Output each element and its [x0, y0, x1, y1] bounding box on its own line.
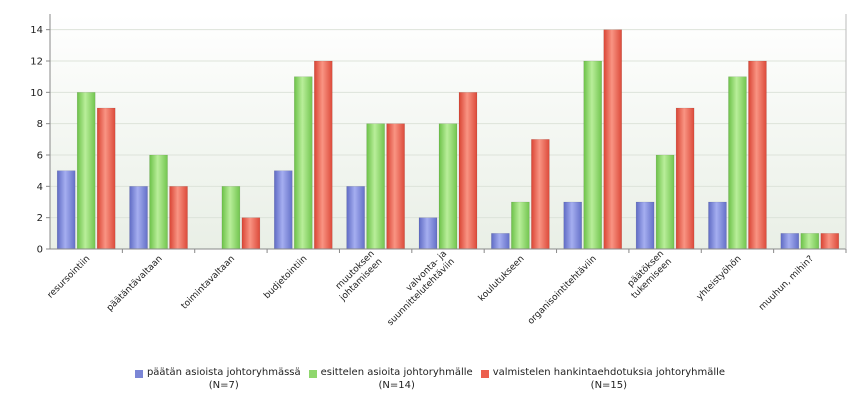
bar[interactable] — [56, 170, 76, 250]
category-label: valvonta- jasuunnittelutehtäviin — [378, 249, 457, 328]
bar[interactable] — [603, 29, 622, 250]
category-label: yhteistyöhön — [695, 254, 743, 302]
bar[interactable] — [438, 123, 458, 250]
bar[interactable] — [655, 154, 675, 250]
bar[interactable] — [491, 233, 510, 250]
category-label-line: organisointitehtäviin — [526, 254, 599, 327]
legend: päätän asioista johtoryhmässä (N=7) esit… — [0, 366, 860, 392]
legend-label-1-name: esittelen asioita johtoryhmälle — [320, 367, 473, 378]
y-tick-label: 8 — [37, 119, 43, 130]
bar[interactable] — [780, 233, 800, 250]
bar[interactable] — [96, 107, 116, 250]
category-label: budjetointiin — [262, 254, 309, 301]
y-tick-labels: 0 2 4 6 8 10 12 14 — [30, 25, 50, 256]
legend-item-2[interactable]: valmistelen hankintaehdotuksia johtoryhm… — [480, 366, 725, 392]
category-label-line: toimintavaltaan — [180, 254, 237, 311]
legend-label-0-n: (N=7) — [208, 380, 239, 391]
category-label: resursointiin — [46, 254, 93, 301]
category-label-line: muuhun, mihin? — [757, 254, 816, 313]
bar[interactable] — [221, 186, 241, 250]
category-label: päätöksentukemiseen — [622, 249, 674, 301]
bar[interactable] — [366, 123, 385, 250]
category-labels: resursointiin päätäntävaltaan toimintavalt… — [46, 249, 847, 328]
bar[interactable] — [511, 201, 530, 250]
legend-label-0-name: päätän asioista johtoryhmässä — [146, 367, 301, 378]
bar[interactable] — [149, 154, 168, 250]
category-label-line: yhteistyöhön — [695, 254, 743, 302]
category-label: organisointitehtäviin — [526, 254, 599, 327]
category-label: toimintavaltaan — [180, 254, 237, 311]
bar[interactable] — [635, 201, 655, 250]
category-label: muutoksenjohtamiseen — [330, 249, 385, 304]
bar[interactable] — [346, 186, 365, 250]
y-tick-label: 14 — [30, 25, 43, 36]
bar[interactable] — [458, 92, 478, 250]
bar[interactable] — [76, 92, 96, 250]
bar[interactable] — [728, 76, 747, 250]
y-tick-label: 0 — [37, 245, 43, 256]
category-label-line: päätäntävaltaan — [105, 254, 164, 313]
bar[interactable] — [800, 233, 820, 250]
bar[interactable] — [820, 233, 840, 250]
bar[interactable] — [386, 123, 405, 250]
legend-item-0[interactable]: päätän asioista johtoryhmässä (N=7) — [134, 366, 301, 392]
legend-label-2-name: valmistelen hankintaehdotuksia johtoryhm… — [492, 367, 726, 378]
legend-item-1[interactable]: esittelen asioita johtoryhmälle (N=14) — [308, 366, 473, 392]
category-label: koulutukseen — [477, 254, 527, 304]
legend-swatch-0 — [134, 370, 143, 378]
y-tick-label: 12 — [30, 57, 43, 68]
legend-label-1: esittelen asioita johtoryhmälle (N=14) — [321, 366, 473, 392]
category-label-line: koulutukseen — [477, 254, 527, 304]
legend-label-2-n: (N=15) — [590, 380, 628, 391]
bar[interactable] — [314, 60, 333, 250]
category-label-line: resursointiin — [46, 254, 93, 301]
category-label-line: budjetointiin — [262, 254, 309, 301]
legend-label-1-n: (N=14) — [378, 380, 415, 391]
bar[interactable] — [294, 76, 313, 250]
legend-swatch-1 — [308, 370, 317, 378]
bar[interactable] — [675, 107, 695, 250]
legend-label-2: valmistelen hankintaehdotuksia johtoryhm… — [493, 366, 725, 392]
bar[interactable] — [418, 217, 438, 250]
bar[interactable] — [583, 60, 602, 250]
bar[interactable] — [708, 201, 727, 250]
bar[interactable] — [169, 186, 188, 250]
bar[interactable] — [274, 170, 293, 250]
bar[interactable] — [748, 60, 767, 250]
bar[interactable] — [563, 201, 582, 250]
category-label-line: suunnittelutehtäviin — [386, 257, 457, 328]
legend-swatch-2 — [480, 370, 489, 378]
bar[interactable] — [531, 139, 550, 250]
bar[interactable] — [241, 217, 261, 250]
y-tick-label: 2 — [37, 213, 43, 224]
y-tick-label: 6 — [37, 151, 43, 162]
category-label: muuhun, mihin? — [757, 254, 816, 313]
bar[interactable] — [129, 186, 148, 250]
category-label: päätäntävaltaan — [105, 254, 164, 313]
legend-label-0: päätän asioista johtoryhmässä (N=7) — [147, 366, 301, 392]
bars — [56, 29, 840, 250]
y-tick-label: 4 — [37, 182, 43, 193]
y-tick-label: 10 — [30, 88, 43, 99]
